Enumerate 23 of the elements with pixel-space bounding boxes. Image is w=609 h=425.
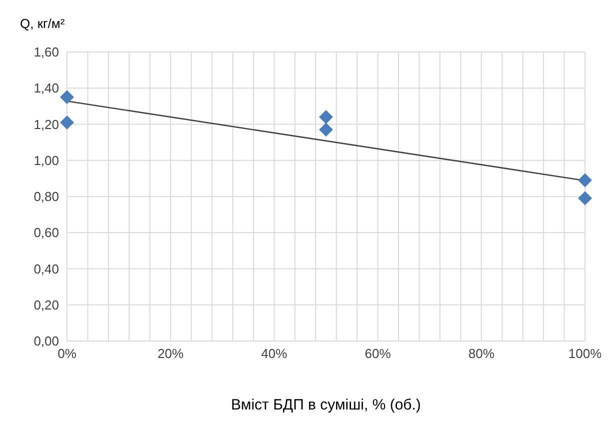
- y-axis-title: Q, кг/м²: [20, 16, 65, 31]
- y-tick-label: 0,80: [34, 189, 59, 204]
- point: [60, 115, 74, 130]
- y-tick-label: 0,60: [34, 225, 59, 240]
- x-axis-title: Вміст БДП в суміші, % (об.): [231, 396, 421, 414]
- y-tick-label: 1,60: [34, 44, 59, 60]
- point: [578, 173, 592, 188]
- y-tick-label: 0,00: [34, 334, 59, 349]
- y-tick-label: 0,40: [34, 261, 59, 276]
- x-tick-label: 40%: [261, 346, 288, 362]
- x-tick-label: 0%: [58, 346, 77, 362]
- point: [60, 90, 74, 104]
- point: [578, 191, 592, 206]
- y-tick-label: 0,20: [34, 297, 59, 312]
- x-tick-label: 20%: [158, 346, 184, 362]
- x-tick-label: 80%: [468, 346, 495, 362]
- y-tick-label: 1,20: [34, 116, 59, 132]
- y-tick-label: 1,00: [34, 152, 59, 168]
- x-tick-label: 60%: [364, 346, 392, 362]
- point: [319, 110, 333, 124]
- x-tick-label: 100%: [568, 346, 602, 362]
- point: [319, 122, 333, 137]
- y-tick-label: 1,40: [34, 80, 59, 96]
